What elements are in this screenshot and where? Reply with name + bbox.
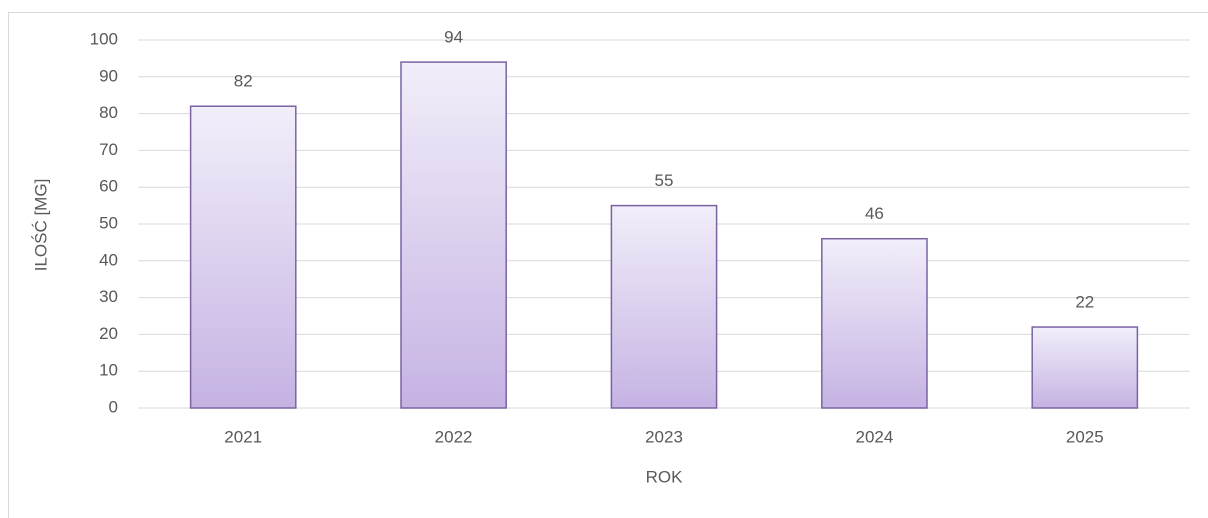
y-tick-label: 10	[99, 361, 118, 380]
y-tick-label: 90	[99, 66, 118, 85]
y-tick-label: 20	[99, 324, 118, 343]
bar	[400, 61, 507, 409]
y-tick-label: 100	[90, 29, 118, 48]
data-label: 46	[865, 204, 884, 223]
bar	[1031, 326, 1139, 409]
y-tick-label: 60	[99, 177, 118, 196]
x-axis-label: ROK	[646, 467, 684, 486]
data-label: 22	[1075, 293, 1094, 312]
y-tick-label: 40	[99, 250, 118, 269]
y-tick-label: 50	[99, 213, 118, 232]
x-tick-label: 2025	[1066, 427, 1104, 446]
x-tick-label: 2021	[224, 427, 262, 446]
bar	[821, 237, 928, 409]
x-tick-label: 2023	[645, 427, 683, 446]
data-label: 55	[655, 171, 674, 190]
data-label: 94	[444, 28, 463, 47]
bar	[189, 105, 297, 409]
x-tick-label: 2024	[855, 427, 893, 446]
x-tick-label: 2022	[435, 427, 473, 446]
data-label: 82	[234, 72, 253, 91]
y-tick-label: 80	[99, 103, 118, 122]
y-tick-label: 30	[99, 287, 118, 306]
chart-frame	[8, 12, 1208, 518]
y-tick-label: 70	[99, 140, 118, 159]
y-tick-label: 0	[109, 397, 118, 416]
bar	[610, 204, 718, 409]
y-axis-label: ILOŚĆ [MG]	[31, 179, 50, 272]
